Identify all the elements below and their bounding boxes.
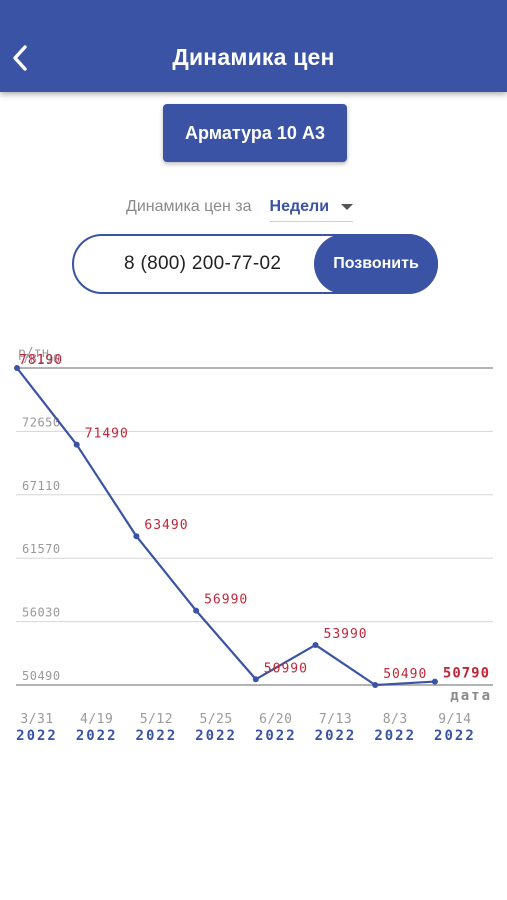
x-tick-year: 2022 xyxy=(434,728,476,744)
period-dropdown[interactable]: Недели xyxy=(269,198,354,222)
x-tick-year: 2022 xyxy=(374,728,416,744)
x-tick-label: 7/13 xyxy=(319,712,352,727)
app-header: Динамика цен xyxy=(0,0,507,92)
x-tick-label: 4/19 xyxy=(80,712,113,727)
y-tick-label: 67110 xyxy=(22,479,61,493)
data-label: 50790 xyxy=(443,666,490,682)
x-tick-year: 2022 xyxy=(195,728,237,744)
data-label: 53990 xyxy=(324,627,368,642)
x-tick-year: 2022 xyxy=(16,728,58,744)
x-axis-title: дата xyxy=(450,688,492,704)
data-point xyxy=(73,441,80,448)
x-tick-label: 6/20 xyxy=(259,712,292,727)
x-tick-label: 9/14 xyxy=(438,712,471,727)
x-tick-label: 3/31 xyxy=(20,712,53,727)
data-point xyxy=(193,607,200,614)
data-label: 63490 xyxy=(144,518,188,533)
product-button[interactable]: Арматура 10 А3 xyxy=(163,104,347,162)
data-point xyxy=(431,678,438,685)
period-row: Динамика цен за Недели xyxy=(126,193,354,222)
data-point xyxy=(372,682,379,688)
series-line xyxy=(16,367,435,687)
x-tick-year: 2022 xyxy=(76,728,118,744)
x-tick-year: 2022 xyxy=(315,728,357,744)
x-tick-year: 2022 xyxy=(136,728,178,744)
data-label: 50490 xyxy=(383,667,427,682)
y-axis-title: р/тн xyxy=(18,346,49,361)
y-tick-label: 78190 xyxy=(22,352,61,366)
chevron-left-icon xyxy=(13,45,27,71)
y-tick-label: 72650 xyxy=(22,415,61,429)
x-tick-year: 2022 xyxy=(255,728,297,744)
data-label: 71490 xyxy=(85,427,129,442)
data-point xyxy=(252,676,259,683)
caret-down-icon xyxy=(341,204,354,210)
x-tick-label: 8/3 xyxy=(383,712,408,727)
page-title: Динамика цен xyxy=(172,44,335,70)
price-chart: 781907265067110615705603050490р/тн781907… xyxy=(14,346,493,744)
back-button[interactable] xyxy=(6,38,34,78)
period-value: Недели xyxy=(269,198,330,215)
phone-number[interactable]: 8 (800) 200-77-02 xyxy=(124,253,282,274)
data-label: 56990 xyxy=(204,593,248,608)
call-button[interactable]: Позвонить xyxy=(314,234,438,294)
y-tick-label: 61570 xyxy=(22,542,61,556)
data-label: 78190 xyxy=(19,353,63,368)
data-label: 50990 xyxy=(264,661,308,676)
x-tick-label: 5/25 xyxy=(199,712,232,727)
data-point xyxy=(133,533,140,540)
y-tick-label: 50490 xyxy=(22,669,61,683)
data-point xyxy=(312,641,319,648)
period-label: Динамика цен за xyxy=(126,198,252,215)
data-point xyxy=(14,365,20,371)
x-tick-label: 5/12 xyxy=(140,712,173,727)
y-tick-label: 56030 xyxy=(22,606,61,620)
call-box: 8 (800) 200-77-02 Позвонить xyxy=(72,234,438,294)
